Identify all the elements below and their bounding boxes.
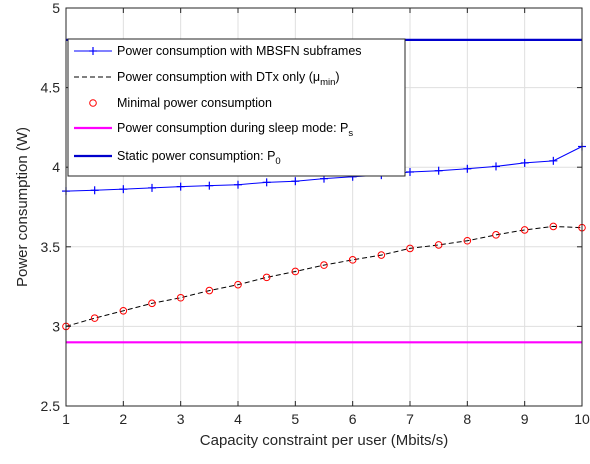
legend-entry-text: Power consumption with MBSFN subframes	[117, 44, 362, 58]
x-tick-label: 7	[406, 411, 414, 427]
series-2-point	[176, 293, 185, 302]
legend-swatch-marker	[89, 99, 97, 107]
legend-entry-text: Power consumption with DTx only (μ	[117, 70, 320, 84]
series-2-point	[434, 241, 443, 249]
series-2-point	[205, 286, 214, 295]
legend-swatch-marker	[89, 47, 97, 55]
x-tick-label: 5	[291, 411, 299, 427]
series-2-point	[320, 261, 328, 269]
series-0-point	[463, 164, 472, 173]
legend-entry-subscript: min	[320, 77, 335, 88]
series-0-point	[291, 177, 300, 186]
x-tick-label: 1	[62, 411, 70, 427]
y-tick-label: 5	[52, 0, 60, 16]
series-2-point	[520, 226, 529, 234]
legend-entry-subscript: s	[348, 128, 353, 139]
series-2-point	[262, 273, 271, 282]
series-0-point	[119, 185, 128, 194]
y-tick-label: 4	[52, 159, 60, 175]
series-0-point	[434, 166, 443, 175]
series-0-point	[176, 182, 185, 191]
series-1-line	[65, 225, 583, 327]
x-tick-label: 10	[574, 411, 590, 427]
x-tick-label: 4	[234, 411, 242, 427]
series-2-point	[463, 236, 472, 245]
series-2-point	[492, 231, 500, 239]
y-tick-label: 2.5	[41, 398, 61, 414]
legend-entry-1: Power consumption with DTx only (μmin)	[117, 70, 340, 88]
legend-entry-subscript: 0	[275, 156, 280, 167]
x-tick-label: 6	[349, 411, 357, 427]
y-tick-label: 3	[52, 318, 60, 334]
legend-entry-0: Power consumption with MBSFN subframes	[117, 44, 362, 58]
x-tick-label: 8	[463, 411, 471, 427]
axis-ticks: 1 2 3 4 5 6 7 8 9 10 2.5 3 3.5 4 4.5 5	[41, 0, 590, 427]
legend-box	[67, 38, 406, 177]
series-0-point	[148, 183, 156, 192]
legend: Power consumption with MBSFN subframes Po…	[67, 38, 406, 177]
y-axis-label: Power consumption (W)	[14, 127, 31, 287]
y-tick-label: 4.5	[41, 80, 61, 96]
x-tick-label: 9	[521, 411, 529, 427]
series-0-point	[234, 180, 242, 189]
series-0-point	[406, 167, 414, 176]
legend-entry-text: Minimal power consumption	[117, 96, 272, 110]
plot-frame	[65, 7, 583, 407]
series-0-point	[520, 158, 529, 167]
legend-entry-3: Power consumption during sleep mode: Ps	[117, 121, 353, 139]
series-2-point	[348, 256, 357, 264]
series-2-point	[549, 222, 558, 231]
legend-entry-text: Power consumption during sleep mode: P	[117, 121, 348, 135]
series-0-point	[492, 162, 500, 171]
series-2-point	[234, 280, 242, 289]
legend-entry-text: Static power consumption: P	[117, 149, 275, 163]
x-axis-label: Capacity constraint per user (Mbits/s)	[200, 432, 448, 449]
series-0-point	[262, 178, 271, 187]
legend-entry-suffix: )	[335, 70, 339, 84]
y-tick-label: 3.5	[41, 239, 61, 255]
series-2-point	[377, 251, 386, 259]
series-2-point	[406, 244, 414, 253]
series-0-point	[205, 181, 214, 190]
series-2-point	[119, 306, 128, 315]
series-layer	[62, 38, 586, 344]
series-0-point	[549, 156, 558, 165]
legend-entry-4: Static power consumption: P0	[117, 149, 281, 167]
series-2-point	[148, 299, 156, 308]
series-0-point	[90, 186, 99, 195]
x-tick-label: 3	[177, 411, 185, 427]
legend-entry-2: Minimal power consumption	[117, 96, 272, 110]
series-2-point	[291, 267, 300, 276]
series-2-point	[90, 314, 99, 322]
x-tick-label: 2	[119, 411, 127, 427]
